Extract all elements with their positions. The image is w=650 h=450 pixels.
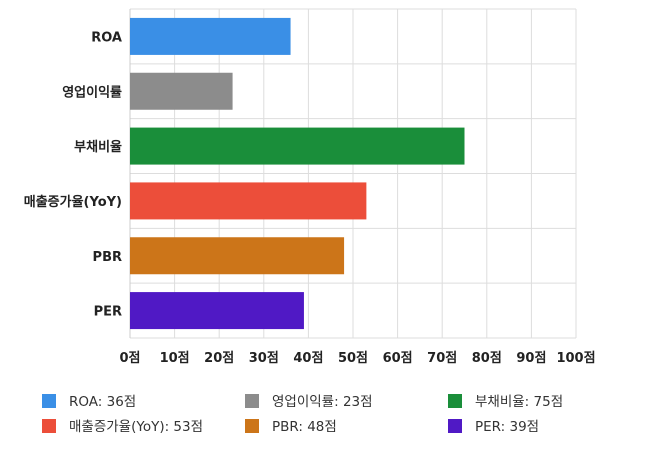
x-tick-label: 70점 — [427, 351, 457, 366]
bar-2 — [130, 127, 465, 165]
x-tick-label: 50점 — [338, 351, 368, 366]
legend-swatch — [448, 394, 462, 408]
legend-label: 영업이익률: 23점 — [272, 394, 373, 410]
legend-swatch — [42, 419, 56, 433]
legend-label: 매출증가율(YoY): 53점 — [69, 419, 203, 435]
category-label: 영업이익률 — [62, 84, 122, 100]
x-tick-label: 30점 — [249, 351, 279, 366]
bar-0 — [130, 17, 291, 55]
legend-item: 부채비율: 75점 — [448, 394, 563, 410]
legend-label: PER: 39점 — [475, 419, 539, 435]
legend-item: PER: 39점 — [448, 419, 539, 435]
bar-3 — [130, 182, 367, 220]
legend-item: ROA: 36점 — [42, 394, 136, 410]
x-tick-label: 100점 — [556, 351, 595, 366]
x-tick-label: 0점 — [119, 351, 140, 366]
x-tick-label: 90점 — [516, 351, 546, 366]
legend-label: PBR: 48점 — [272, 419, 337, 435]
legend-item: PBR: 48점 — [245, 419, 337, 435]
x-tick-labels: 0점 10점 20점 30점 40점 50점 60점 70점 80점 90점 100점 — [119, 351, 595, 366]
legend-label: ROA: 36점 — [69, 394, 136, 410]
legend-swatch — [245, 419, 259, 433]
x-tick-label: 20점 — [204, 351, 234, 366]
legend-label: 부채비율: 75점 — [475, 394, 563, 410]
x-tick-label: 80점 — [472, 351, 502, 366]
bar-4 — [130, 237, 345, 275]
legend-swatch — [42, 394, 56, 408]
category-label: PBR — [93, 250, 122, 265]
bar-1 — [130, 72, 233, 110]
legend-item: 영업이익률: 23점 — [245, 394, 373, 410]
bars — [130, 17, 465, 330]
legend-swatch — [245, 394, 259, 408]
bar-5 — [130, 292, 304, 330]
legend-item: 매출증가율(YoY): 53점 — [42, 419, 203, 435]
category-label: 부채비율 — [74, 139, 122, 155]
x-tick-label: 60점 — [383, 351, 413, 366]
category-label: ROA — [91, 30, 122, 45]
legend-swatch — [448, 419, 462, 433]
grid-lines — [129, 8, 577, 339]
x-tick-label: 40점 — [293, 351, 323, 366]
category-label: 매출증가율(YoY) — [24, 194, 122, 210]
category-label: PER — [94, 305, 122, 320]
x-tick-label: 10점 — [160, 351, 190, 366]
